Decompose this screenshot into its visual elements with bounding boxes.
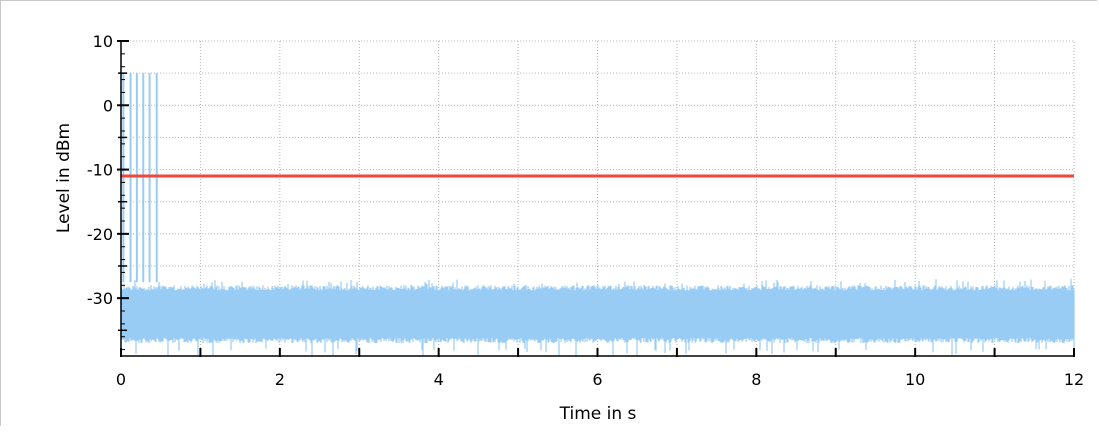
chart-frame: 0 2 4 6 8 10 12 10 0 -10 -20 -30 Time in s Level in… (0, 0, 1097, 426)
axes: 0 2 4 6 8 10 12 10 0 -10 -20 -30 (87, 32, 1084, 389)
y-axis-label: Level in dBm (54, 123, 74, 233)
x-tick-label: 0 (116, 370, 126, 389)
grid (120, 40, 1075, 357)
x-tick-label: 8 (751, 370, 761, 389)
y-tick-label: 0 (103, 96, 113, 115)
x-tick-label: 12 (1064, 370, 1084, 389)
y-tick-label: -20 (87, 225, 113, 244)
x-axis-label: Time in s (559, 404, 637, 424)
y-tick-label: -10 (87, 161, 113, 180)
plot-border (120, 40, 1075, 357)
pulse-series (122, 73, 158, 283)
plot-area (120, 73, 1075, 356)
x-tick-label: 10 (905, 370, 925, 389)
x-tick-label: 2 (275, 370, 285, 389)
x-tick-label: 6 (592, 370, 602, 389)
y-tick-label: -30 (87, 289, 113, 308)
x-tick-label: 4 (434, 370, 444, 389)
y-tick-label: 10 (93, 32, 113, 51)
